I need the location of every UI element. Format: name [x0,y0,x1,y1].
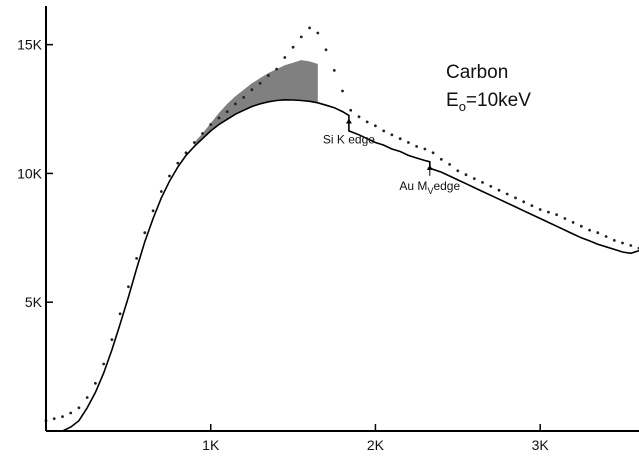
measured-point [571,221,575,224]
measured-point [118,312,122,316]
measured-point [497,188,501,192]
measured-point [481,181,484,184]
y-axis-ticks: 5K 10K 15K [17,37,53,310]
fitted-continuum-line [62,98,639,432]
measured-point [308,26,311,30]
chart-subtitle: Eo=10keV [446,90,531,114]
measured-point [621,241,624,245]
annotation-subscript: V [427,186,433,196]
measured-point [398,137,402,141]
measured-point [464,173,468,177]
measured-point [341,89,344,93]
measured-point [324,48,328,52]
measured-point [159,190,163,193]
measured-point [217,116,221,120]
measured-point [579,224,583,228]
x-tick-label: 2K [367,437,385,453]
measured-point [604,235,608,238]
measured-point [94,381,97,385]
measured-point [143,231,147,235]
measured-point [456,169,460,173]
annotation-text: Au M [399,179,427,193]
plot-area [44,26,639,432]
measured-point [192,141,196,144]
subtitle-subscript: o [459,99,466,114]
measured-point [332,69,336,72]
edge-annotation: Au MVedge [399,164,460,196]
annotations: Si K edge Au MVedge [323,118,460,196]
measured-point [538,208,542,211]
measured-point [563,217,567,220]
y-tick-label: 15K [17,37,43,53]
x-axis-ticks: 1K 2K 3K [202,424,549,453]
measured-point [126,285,130,289]
measured-point [423,147,427,151]
measured-point [357,115,361,119]
measured-point [415,145,418,148]
annotation-arrow-head [345,118,352,124]
edge-annotation: Si K edge [323,118,375,146]
measured-point [374,124,377,128]
measured-point [85,396,89,399]
y-tick-label: 5K [25,294,43,310]
measured-point [275,67,278,71]
measured-point [299,35,303,39]
measured-point [267,74,270,77]
measured-point [547,210,550,214]
measured-point [283,56,287,59]
annotation-suffix: edge [433,179,460,193]
annotation-text: Si K edge [323,132,375,146]
measured-point [390,133,394,137]
measured-point [629,244,633,247]
measured-point [505,192,509,196]
measured-point [234,102,237,106]
measured-point [135,257,139,260]
subtitle-prefix: E [446,90,459,111]
measured-point [110,338,114,341]
measured-point [382,129,386,133]
measured-point [431,151,435,155]
measured-point [316,31,320,35]
measured-point [588,228,591,232]
subtitle-suffix: =10keV [466,90,531,111]
x-tick-label: 3K [532,437,550,453]
measured-point [151,209,155,213]
measured-point [489,184,493,188]
measured-point [69,411,73,415]
measured-point [349,108,353,112]
chart-title: Carbon [446,62,508,83]
x-tick-label: 1K [202,437,220,453]
measured-points [44,26,639,423]
measured-point [291,45,295,49]
measured-point [242,96,246,99]
measured-point [407,141,410,144]
measured-point [250,88,254,92]
measured-point [514,196,517,200]
measured-point [522,200,526,204]
annotation-arrow-head [426,164,433,170]
measured-point [555,213,558,217]
measured-point [77,406,81,410]
measured-point [52,417,56,420]
measured-point [439,157,443,161]
measured-point [225,110,229,113]
measured-point [472,177,476,181]
measured-point [365,120,369,124]
measured-point [448,163,451,166]
measured-point [201,132,204,135]
shaded-region [194,60,318,147]
annotation-label: Si K edge [323,132,375,146]
measured-point [61,415,64,418]
measured-point [530,204,534,208]
measured-point [612,239,616,242]
annotation-label: Au MVedge [399,179,460,196]
measured-point [176,161,180,165]
measured-point [596,231,600,235]
y-tick-label: 10K [17,165,43,181]
measured-point [209,123,213,126]
measured-point [168,174,171,178]
measured-point [102,362,106,366]
measured-point [258,81,262,85]
